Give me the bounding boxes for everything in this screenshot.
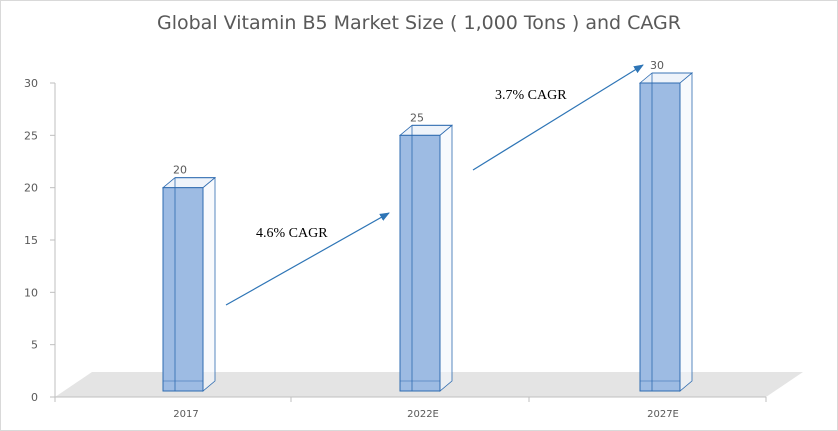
bar-2022E (398, 124, 454, 392)
x-tick-label: 2022E (407, 409, 439, 420)
cagr-annotation: 4.6% CAGR (256, 226, 328, 241)
y-tick-label: 30 (24, 77, 38, 90)
y-tick-label: 15 (24, 234, 38, 247)
bar-front-face (399, 134, 441, 392)
data-label: 25 (410, 111, 424, 124)
x-tick-label: 2017 (173, 409, 198, 420)
x-tick-label: 2027E (647, 409, 679, 420)
bar-2017 (161, 176, 217, 392)
bar-side-face (439, 124, 453, 392)
data-label: 20 (173, 164, 187, 177)
bar-2027E (638, 72, 694, 392)
y-tick-label: 20 (24, 182, 38, 195)
cagr-annotation: 3.7% CAGR (495, 88, 567, 103)
y-tick-label: 5 (31, 339, 38, 352)
data-label: 30 (650, 59, 664, 72)
chart-title: Global Vitamin B5 Market Size ( 1,000 To… (157, 12, 681, 34)
cagr-arrow (225, 212, 390, 306)
bar-front-face (162, 187, 204, 392)
bar-side-face (202, 176, 216, 392)
cagr-arrow (472, 64, 644, 171)
y-tick-label: 0 (31, 391, 38, 404)
bar-front-face (639, 82, 681, 392)
bar-side-face (679, 72, 693, 392)
y-tick-label: 10 (24, 286, 38, 299)
y-tick-label: 25 (24, 129, 38, 142)
